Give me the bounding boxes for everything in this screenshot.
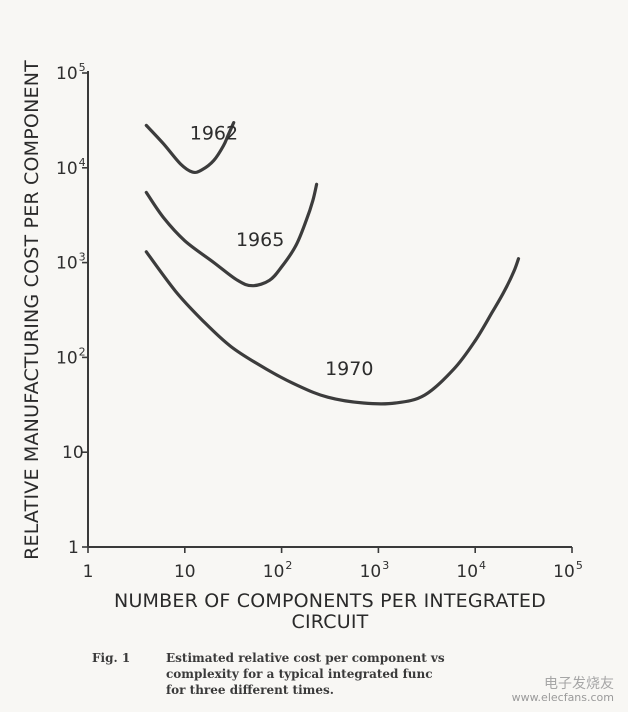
y-tick-exponent: 5: [79, 61, 86, 74]
y-tick-exponent: 3: [79, 251, 86, 264]
series-line-1970: [144, 250, 521, 406]
axes: [87, 71, 572, 548]
series-labels: 1962 1965 1970: [190, 122, 374, 380]
y-tick-label: 10: [62, 443, 84, 463]
y-ticks: 1 10 102 103 104 105: [56, 61, 88, 558]
series-label-1965: 1965: [236, 229, 284, 251]
x-tick-exponent: 2: [285, 559, 292, 572]
x-ticks: 1 10 102 103 104 105: [83, 547, 583, 582]
y-tick-label: 104: [56, 156, 86, 179]
x-tick-label: 103: [360, 559, 390, 582]
y-tick-exponent: 4: [79, 156, 86, 169]
y-tick-label: 102: [56, 345, 86, 368]
y-tick-label: 105: [56, 61, 86, 84]
x-tick-label: 104: [456, 559, 486, 582]
watermark: 电子发烧友 www.elecfans.com: [511, 676, 614, 704]
series-line-1965: [144, 182, 319, 288]
cost-vs-complexity-chart: 1 10 102 103 104 105 1 10 102 103 104 105 1962 1965…: [21, 60, 583, 633]
watermark-brand: 电子发烧友: [544, 676, 614, 692]
watermark-url: www.elecfans.com: [511, 691, 614, 704]
x-tick-exponent: 4: [479, 559, 486, 572]
series-line-1962: [144, 121, 236, 175]
caption-text: Estimated relative cost per component vs…: [166, 651, 445, 697]
y-tick-exponent: 2: [79, 345, 86, 358]
caption-figure-number: Fig. 1: [92, 651, 131, 665]
series-label-1970: 1970: [325, 358, 373, 380]
x-tick-exponent: 5: [576, 559, 583, 572]
x-tick-label: 102: [263, 559, 293, 582]
y-tick-label: 1: [68, 538, 79, 558]
series-label-1962: 1962: [190, 122, 238, 144]
y-axis-label: RELATIVE MANUFACTURING COST PER COMPONEN…: [21, 60, 43, 560]
x-tick-label: 1: [83, 562, 94, 582]
x-tick-label: 105: [553, 559, 583, 582]
x-tick-exponent: 3: [382, 559, 389, 572]
series-lines: [144, 121, 521, 406]
y-tick-label: 103: [56, 251, 86, 274]
x-axis-label-line1: NUMBER OF COMPONENTS PER INTEGRATED: [114, 590, 546, 612]
figure-caption: Fig. 1 Estimated relative cost per compo…: [92, 650, 562, 698]
x-tick-label: 10: [174, 562, 196, 582]
x-axis-label-line2: CIRCUIT: [292, 611, 369, 633]
